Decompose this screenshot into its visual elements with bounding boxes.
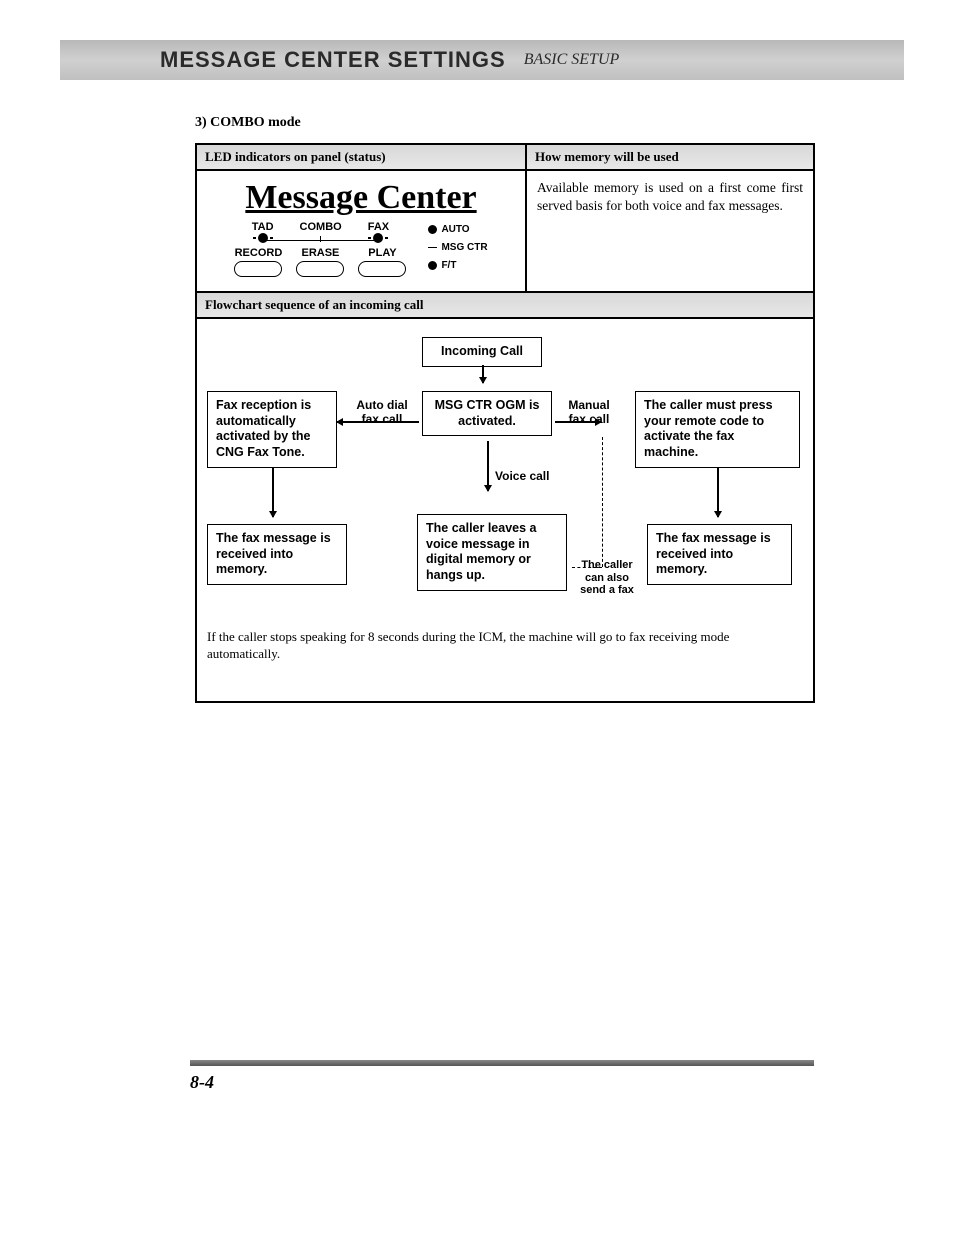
mode-indicator-row: TAD COMBO FAX	[234, 221, 406, 246]
erase-label: ERASE	[301, 247, 339, 259]
manual-table: LED indicators on panel (status) How mem…	[195, 143, 815, 703]
led-fax-icon	[373, 233, 383, 243]
flow-fax-auto: Fax reception is automatically activated…	[207, 391, 337, 468]
dashed-line	[602, 437, 603, 567]
ft-led-icon	[428, 261, 437, 270]
auto-dial-label: Auto dial fax call	[347, 399, 417, 427]
play-label: PLAY	[368, 247, 396, 259]
arrow-icon	[717, 467, 719, 517]
auto-led-icon	[428, 225, 437, 234]
mem-header: How memory will be used	[527, 145, 813, 169]
combo-tick-icon	[320, 236, 321, 242]
content-area: 3) COMBO mode LED indicators on panel (s…	[195, 115, 815, 703]
footer-rule	[190, 1060, 814, 1066]
flowchart: Incoming Call MSG CTR OGM is activated. …	[197, 319, 813, 701]
arrow-icon	[482, 365, 484, 383]
flow-fax-msg-right: The fax message is received into memory.	[647, 524, 792, 585]
header-title-sub: BASIC SETUP	[524, 51, 620, 69]
flow-caller-press: The caller must press your remote code t…	[635, 391, 800, 468]
msgctr-tick-icon	[428, 247, 437, 248]
msgctr-label: MSG CTR	[441, 242, 487, 253]
mode-fax-label: FAX	[368, 221, 389, 233]
table-body-row: Message Center TAD COMBO FAX RECORD ERAS…	[197, 171, 813, 293]
play-button[interactable]	[358, 261, 406, 277]
auto-label: AUTO	[441, 224, 469, 235]
arrow-icon	[487, 441, 489, 491]
message-center-title: Message Center	[209, 179, 513, 217]
side-mode-indicators: AUTO MSG CTR F/T	[428, 221, 487, 277]
flow-ogm: MSG CTR OGM is activated.	[422, 391, 552, 436]
page-number: 8-4	[190, 1072, 214, 1093]
button-row: RECORD ERASE PLAY	[234, 247, 406, 277]
arrow-icon	[272, 467, 274, 517]
flowchart-header: Flowchart sequence of an incoming call	[197, 293, 813, 319]
memory-text: Available memory is used on a first come…	[527, 171, 813, 291]
table-header-row: LED indicators on panel (status) How mem…	[197, 145, 813, 171]
ft-label: F/T	[441, 260, 456, 271]
led-tad-icon	[258, 233, 268, 243]
led-panel-cell: Message Center TAD COMBO FAX RECORD ERAS…	[197, 171, 527, 291]
erase-button[interactable]	[296, 261, 344, 277]
record-label: RECORD	[235, 247, 283, 259]
mode-tad-label: TAD	[252, 221, 274, 233]
page-header: MESSAGE CENTER SETTINGS BASIC SETUP	[60, 40, 904, 80]
record-button[interactable]	[234, 261, 282, 277]
header-title-main: MESSAGE CENTER SETTINGS	[160, 47, 506, 73]
flow-voice-msg: The caller leaves a voice message in dig…	[417, 514, 567, 591]
section-heading: 3) COMBO mode	[195, 115, 815, 131]
voice-call-label: Voice call	[495, 469, 549, 483]
flow-fax-msg-left: The fax message is received into memory.	[207, 524, 347, 585]
also-fax-label: The caller can also send a fax	[572, 559, 642, 597]
manual-label: Manual fax call	[559, 399, 619, 427]
mode-combo-label: COMBO	[300, 221, 342, 233]
flow-footnote: If the caller stops speaking for 8 secon…	[207, 629, 798, 663]
flow-incoming: Incoming Call	[422, 337, 542, 367]
led-header: LED indicators on panel (status)	[197, 145, 527, 169]
